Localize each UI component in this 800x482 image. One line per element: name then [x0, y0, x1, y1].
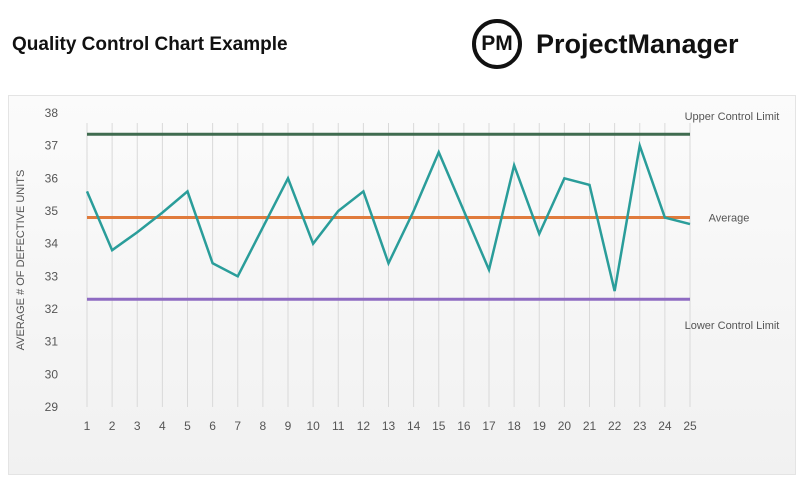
- reference-line-label: Average: [709, 213, 750, 225]
- chart-title: Quality Control Chart Example: [12, 34, 288, 55]
- y-tick-label: 31: [45, 335, 59, 349]
- x-tick-label: 10: [306, 419, 320, 433]
- x-tick-label: 3: [134, 419, 141, 433]
- x-tick-label: 25: [683, 419, 697, 433]
- x-tick-label: 7: [234, 419, 241, 433]
- x-tick-label: 2: [109, 419, 116, 433]
- x-tick-label: 11: [332, 419, 345, 433]
- x-tick-label: 19: [533, 419, 547, 433]
- x-tick-label: 16: [457, 419, 471, 433]
- y-tick-label: 38: [45, 106, 59, 120]
- y-tick-label: 33: [45, 269, 59, 283]
- logo-name: ProjectManager: [536, 28, 739, 59]
- y-tick-label: 37: [45, 139, 59, 153]
- y-tick-label: 35: [45, 204, 59, 218]
- x-tick-label: 6: [209, 419, 216, 433]
- x-tick-label: 21: [583, 419, 597, 433]
- y-tick-label: 30: [45, 367, 59, 381]
- y-tick-label: 36: [45, 171, 59, 185]
- x-tick-label: 14: [407, 419, 421, 433]
- x-tick-label: 12: [357, 419, 371, 433]
- x-tick-label: 17: [482, 419, 496, 433]
- x-tick-label: 13: [382, 419, 396, 433]
- projectmanager-logo: PM ProjectManager: [472, 19, 739, 69]
- x-tick-label: 15: [432, 419, 446, 433]
- y-axis-label: AVERAGE # OF DEFECTIVE UNITS: [15, 170, 27, 351]
- reference-line-label: Lower Control Limit: [685, 320, 780, 332]
- reference-line-label: Upper Control Limit: [685, 111, 780, 123]
- logo-mark: PM: [472, 19, 522, 69]
- x-tick-label: 1: [84, 419, 91, 433]
- x-tick-label: 18: [507, 419, 521, 433]
- y-tick-label: 34: [45, 237, 59, 251]
- x-tick-label: 9: [285, 419, 292, 433]
- x-tick-label: 22: [608, 419, 622, 433]
- x-tick-label: 23: [633, 419, 647, 433]
- x-tick-label: 4: [159, 419, 166, 433]
- x-tick-label: 5: [184, 419, 191, 433]
- x-tick-label: 24: [658, 419, 672, 433]
- x-tick-label: 8: [260, 419, 267, 433]
- x-tick-label: 20: [558, 419, 572, 433]
- y-tick-label: 32: [45, 302, 59, 316]
- y-tick-label: 29: [45, 400, 59, 414]
